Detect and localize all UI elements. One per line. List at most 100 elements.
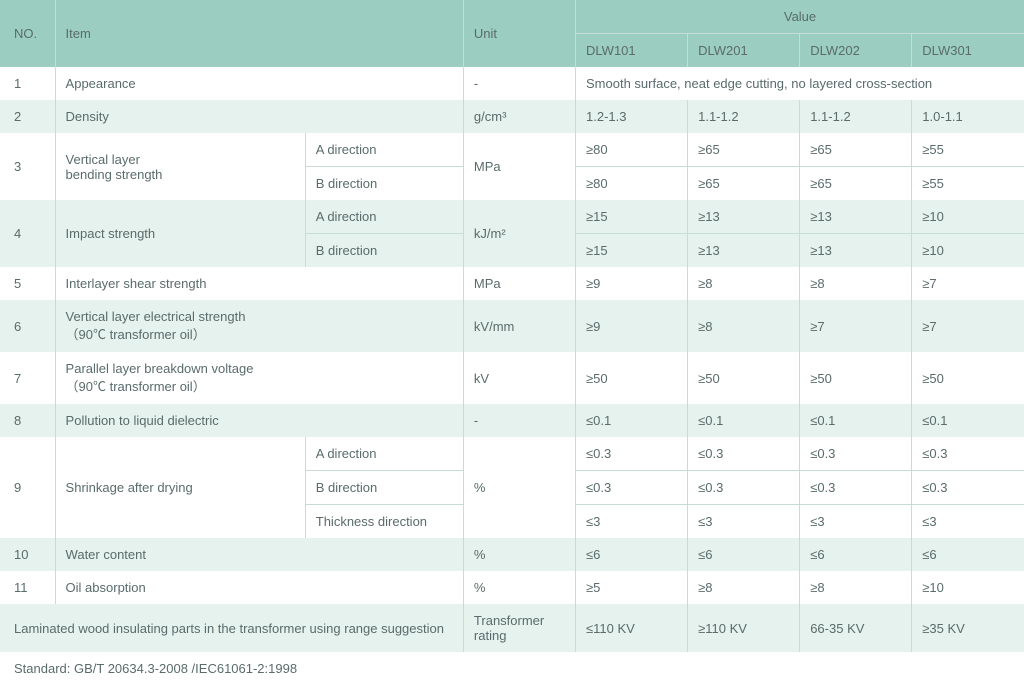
row-item: Parallel layer breakdown voltage（90℃ tra… xyxy=(55,352,463,404)
row-unit: % xyxy=(463,538,575,571)
row-value: ≥50 xyxy=(800,352,912,404)
row-value: 1.1-1.2 xyxy=(800,100,912,133)
row-no: 10 xyxy=(0,538,55,571)
row-value: ≤3 xyxy=(800,505,912,539)
row-value: ≥10 xyxy=(912,234,1024,268)
row-value: ≥13 xyxy=(800,234,912,268)
row-item: Shrinkage after drying xyxy=(55,437,305,538)
row-value: ≤0.3 xyxy=(912,437,1024,471)
col-header-model-3: DLW301 xyxy=(912,34,1024,68)
row-unit: kV/mm xyxy=(463,300,575,352)
row-no: 3 xyxy=(0,133,55,200)
row-unit: g/cm³ xyxy=(463,100,575,133)
suggestion-value: ≥35 KV xyxy=(912,604,1024,652)
row-direction: Thickness direction xyxy=(305,505,463,539)
row-value: 1.1-1.2 xyxy=(688,100,800,133)
row-unit: MPa xyxy=(463,133,575,200)
row-value: ≥8 xyxy=(800,571,912,604)
row-value-merged: Smooth surface, neat edge cutting, no la… xyxy=(576,67,1024,100)
row-value: ≤3 xyxy=(688,505,800,539)
row-unit: MPa xyxy=(463,267,575,300)
row-no: 2 xyxy=(0,100,55,133)
row-item: Oil absorption xyxy=(55,571,463,604)
row-value: ≥8 xyxy=(800,267,912,300)
col-header-item: Item xyxy=(55,0,463,67)
row-value: ≥5 xyxy=(576,571,688,604)
row-value: ≥13 xyxy=(688,234,800,268)
row-unit: kV xyxy=(463,352,575,404)
row-value: ≤3 xyxy=(912,505,1024,539)
row-value: ≥10 xyxy=(912,571,1024,604)
row-value: ≥15 xyxy=(576,200,688,234)
row-direction: B direction xyxy=(305,234,463,268)
row-value: ≤6 xyxy=(800,538,912,571)
suggestion-value: ≤110 KV xyxy=(576,604,688,652)
row-value: ≥8 xyxy=(688,267,800,300)
row-value: ≤0.3 xyxy=(576,437,688,471)
suggestion-label: Laminated wood insulating parts in the t… xyxy=(0,604,463,652)
col-header-value: Value xyxy=(576,0,1024,34)
row-value: ≤6 xyxy=(576,538,688,571)
row-value: ≥50 xyxy=(912,352,1024,404)
row-value: ≤0.3 xyxy=(800,437,912,471)
suggestion-unit: Transformerrating xyxy=(463,604,575,652)
row-value: ≤0.3 xyxy=(688,471,800,505)
suggestion-value: ≥110 KV xyxy=(688,604,800,652)
row-value: ≥7 xyxy=(912,300,1024,352)
row-value: ≥80 xyxy=(576,167,688,201)
row-direction: A direction xyxy=(305,437,463,471)
row-value: ≤0.1 xyxy=(800,404,912,437)
row-value: ≥9 xyxy=(576,267,688,300)
col-header-model-1: DLW201 xyxy=(688,34,800,68)
row-unit: % xyxy=(463,571,575,604)
row-no: 6 xyxy=(0,300,55,352)
suggestion-value: 66-35 KV xyxy=(800,604,912,652)
col-header-no: NO. xyxy=(0,0,55,67)
col-header-model-2: DLW202 xyxy=(800,34,912,68)
row-value: ≤0.1 xyxy=(576,404,688,437)
row-no: 11 xyxy=(0,571,55,604)
row-item: Density xyxy=(55,100,463,133)
row-value: ≤6 xyxy=(688,538,800,571)
row-value: ≥65 xyxy=(800,133,912,167)
row-no: 9 xyxy=(0,437,55,538)
row-no: 1 xyxy=(0,67,55,100)
row-value: ≥8 xyxy=(688,571,800,604)
row-no: 7 xyxy=(0,352,55,404)
row-direction: A direction xyxy=(305,200,463,234)
row-value: ≤0.3 xyxy=(576,471,688,505)
row-value: ≥7 xyxy=(800,300,912,352)
row-item: Pollution to liquid dielectric xyxy=(55,404,463,437)
row-value: ≥10 xyxy=(912,200,1024,234)
row-value: ≤0.1 xyxy=(688,404,800,437)
row-value: ≤6 xyxy=(912,538,1024,571)
row-no: 4 xyxy=(0,200,55,267)
spec-table: NO.ItemUnitValueDLW101DLW201DLW202DLW301… xyxy=(0,0,1024,685)
row-item: Water content xyxy=(55,538,463,571)
row-item: Impact strength xyxy=(55,200,305,267)
row-value: ≥9 xyxy=(576,300,688,352)
row-unit: - xyxy=(463,67,575,100)
row-value: ≤0.3 xyxy=(688,437,800,471)
row-unit: kJ/m² xyxy=(463,200,575,267)
row-value: ≥50 xyxy=(688,352,800,404)
col-header-model-0: DLW101 xyxy=(576,34,688,68)
row-value: ≤0.1 xyxy=(912,404,1024,437)
row-direction: B direction xyxy=(305,471,463,505)
row-direction: A direction xyxy=(305,133,463,167)
row-value: 1.0-1.1 xyxy=(912,100,1024,133)
row-item: Vertical layer bending strength xyxy=(55,133,305,200)
row-item: Appearance xyxy=(55,67,463,100)
row-value: ≥55 xyxy=(912,167,1024,201)
standard-text: Standard: GB/T 20634.3-2008 /IEC61061-2:… xyxy=(0,652,1024,685)
row-value: ≥80 xyxy=(576,133,688,167)
row-value: ≥13 xyxy=(688,200,800,234)
row-item: Interlayer shear strength xyxy=(55,267,463,300)
row-value: ≥65 xyxy=(688,133,800,167)
col-header-unit: Unit xyxy=(463,0,575,67)
row-value: ≤0.3 xyxy=(912,471,1024,505)
row-value: ≤3 xyxy=(576,505,688,539)
row-direction: B direction xyxy=(305,167,463,201)
row-value: ≥15 xyxy=(576,234,688,268)
row-value: ≥8 xyxy=(688,300,800,352)
